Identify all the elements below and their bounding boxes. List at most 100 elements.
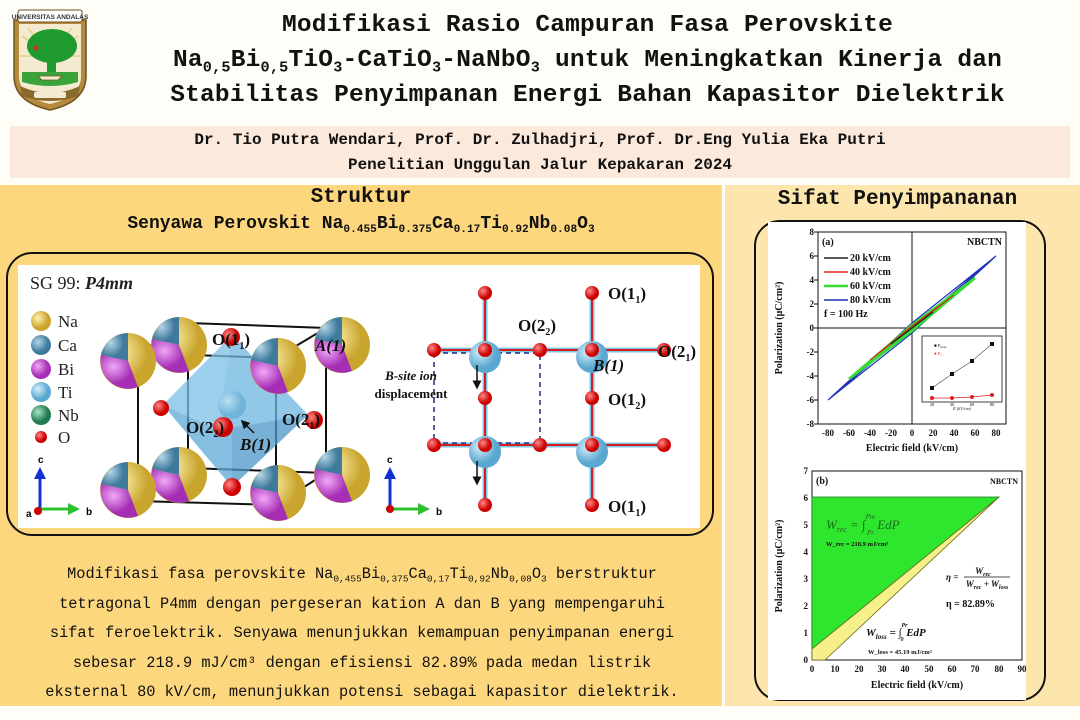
svg-text:20 kV/cm: 20 kV/cm: [850, 253, 892, 264]
structure-subheading: Senyawa Perovskit Na0.455Bi0.375Ca0.17Ti…: [127, 214, 595, 236]
a-site-atoms: [100, 317, 370, 521]
title-line-1: Modifikasi Rasio Campuran Fasa Perovskit…: [282, 12, 893, 39]
svg-text:NBCTN: NBCTN: [990, 477, 1018, 486]
svg-text:8: 8: [810, 227, 815, 237]
svg-text:c: c: [387, 455, 393, 466]
inset-chart: ■ Pmax ● Pr E (kV/cm) 20 40 60 80: [921, 335, 1003, 411]
svg-text:-6: -6: [807, 395, 815, 405]
svg-text:60: 60: [970, 402, 975, 407]
svg-text:-80: -80: [822, 428, 834, 438]
svg-text:6: 6: [810, 251, 815, 261]
svg-text:20: 20: [855, 664, 865, 674]
svg-text:-60: -60: [843, 428, 855, 438]
svg-text:B-site ion: B-site ion: [384, 368, 437, 383]
author-names: Dr. Tio Putra Wendari, Prof. Dr. Zulhadj…: [194, 131, 886, 149]
svg-text:20: 20: [930, 402, 935, 407]
svg-text:40: 40: [950, 428, 960, 438]
svg-text:displacement: displacement: [375, 386, 449, 401]
crystal-structure-figure: SG 99: P4mm Na Ca Bi Ti Nb O c b a: [18, 265, 700, 528]
svg-text:Ca: Ca: [58, 336, 77, 355]
desc-line-4: sebesar 218.9 mJ/cm³ dengan efisiensi 82…: [72, 653, 652, 672]
svg-text:0: 0: [810, 323, 815, 333]
svg-text:Electric field (kV/cm): Electric field (kV/cm): [866, 443, 958, 454]
properties-heading: Sifat Penyimpananan: [777, 188, 1018, 211]
svg-text:80: 80: [995, 664, 1005, 674]
svg-text:80: 80: [990, 402, 995, 407]
svg-text:30: 30: [878, 664, 888, 674]
svg-text:80: 80: [992, 428, 1002, 438]
svg-text:3: 3: [804, 574, 809, 584]
svg-text:(a): (a): [822, 237, 834, 248]
desc-line-1: Modifikasi fasa perovskite Na0,455Bi0,37…: [67, 565, 657, 585]
svg-text:O(11): O(11): [608, 497, 646, 519]
svg-text:70: 70: [971, 664, 981, 674]
svg-text:O: O: [58, 428, 70, 447]
svg-text:5: 5: [804, 520, 809, 530]
svg-text:b: b: [86, 507, 92, 518]
svg-text:NBCTN: NBCTN: [967, 237, 1003, 248]
svg-text:UNIVERSITAS ANDALAS: UNIVERSITAS ANDALAS: [12, 14, 89, 21]
svg-text:-40: -40: [864, 428, 876, 438]
bsite-projection: O(11) O(22) O(21) B(1) O(12) O(11) B-sit…: [375, 284, 697, 519]
svg-text:60 kV/cm: 60 kV/cm: [850, 281, 892, 292]
svg-text:W_loss = 45.19 mJ/cm³: W_loss = 45.19 mJ/cm³: [868, 649, 932, 656]
svg-text:f = 100 Hz: f = 100 Hz: [824, 309, 868, 320]
svg-text:Polarization (μC/cm²): Polarization (μC/cm²): [774, 520, 785, 613]
svg-text:-8: -8: [807, 419, 815, 429]
svg-text:● Pr: ● Pr: [934, 351, 942, 357]
svg-text:A(1): A(1): [314, 336, 346, 355]
svg-text:η = 82.89%: η = 82.89%: [946, 599, 995, 610]
svg-text:90: 90: [1018, 664, 1027, 674]
svg-text:Bi: Bi: [58, 360, 74, 379]
svg-text:O(21): O(21): [282, 410, 320, 432]
svg-text:0: 0: [810, 664, 815, 674]
svg-text:B(1): B(1): [239, 435, 271, 454]
svg-text:Na: Na: [58, 312, 78, 331]
svg-text:40: 40: [950, 402, 955, 407]
svg-text:0: 0: [910, 428, 915, 438]
svg-text:1: 1: [804, 628, 809, 638]
svg-text:50: 50: [925, 664, 935, 674]
svg-text:c: c: [38, 455, 44, 466]
structure-heading: Struktur: [310, 186, 412, 209]
poster-title: Modifikasi Rasio Campuran Fasa Perovskit…: [100, 8, 1075, 113]
svg-text:O(11): O(11): [212, 330, 250, 352]
svg-text:40 kV/cm: 40 kV/cm: [850, 267, 892, 278]
svg-text:O(22): O(22): [518, 316, 556, 338]
svg-text:O(21): O(21): [658, 342, 696, 364]
axes-indicator-left: c b a: [26, 455, 92, 520]
svg-text:O(22): O(22): [186, 418, 224, 440]
svg-text:B(1): B(1): [592, 356, 624, 375]
svg-text:Electric field (kV/cm): Electric field (kV/cm): [871, 680, 963, 691]
research-program: Penelitian Unggulan Jalur Kepakaran 2024: [347, 156, 733, 174]
title-line-2: Na0,5Bi0,5TiO3-CaTiO3-NaNbO3 untuk Menin…: [172, 47, 1003, 77]
structure-frame: [6, 252, 714, 536]
svg-text:E (kV/cm): E (kV/cm): [952, 406, 972, 411]
svg-text:4: 4: [804, 547, 809, 557]
svg-text:Polarization (μC/cm²): Polarization (μC/cm²): [774, 282, 785, 375]
svg-text:7: 7: [804, 466, 809, 476]
svg-text:6: 6: [804, 493, 809, 503]
svg-text:O(11): O(11): [608, 284, 646, 306]
element-legend: Na Ca Bi Ti Nb O: [31, 311, 79, 447]
svg-text:O(12): O(12): [608, 390, 646, 412]
svg-text:η =: η =: [946, 572, 958, 582]
svg-text:2: 2: [810, 299, 815, 309]
structure-description: Modifikasi fasa perovskite Na0,455Bi0,37…: [6, 560, 718, 708]
desc-line-3: sifat feroelektrik. Senyawa menunjukkan …: [49, 624, 675, 642]
svg-text:40: 40: [901, 664, 911, 674]
svg-text:4: 4: [810, 275, 815, 285]
svg-text:Ti: Ti: [58, 383, 73, 402]
svg-text:(b): (b): [816, 476, 828, 487]
svg-text:20: 20: [929, 428, 939, 438]
svg-text:10: 10: [831, 664, 841, 674]
svg-text:2: 2: [804, 601, 809, 611]
svg-text:-4: -4: [807, 371, 815, 381]
svg-text:■ Pmax: ■ Pmax: [934, 343, 947, 349]
svg-text:60: 60: [948, 664, 958, 674]
svg-text:-2: -2: [807, 347, 815, 357]
svg-text:0: 0: [804, 655, 809, 665]
svg-text:b: b: [436, 507, 442, 518]
